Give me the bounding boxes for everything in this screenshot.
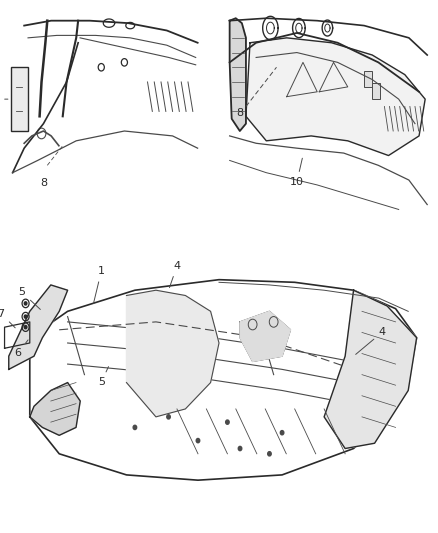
Polygon shape [240,311,290,361]
Polygon shape [30,383,80,435]
Text: 6: 6 [14,340,28,358]
Circle shape [280,431,284,435]
Polygon shape [246,38,425,156]
Bar [372,83,380,99]
Text: 1: 1 [93,266,105,303]
Circle shape [196,439,200,443]
Polygon shape [230,18,246,131]
Text: 9: 9 [0,94,8,104]
Polygon shape [127,290,219,417]
Text: 7: 7 [0,309,15,328]
Text: 10: 10 [290,158,304,187]
Bar [364,71,372,87]
Circle shape [133,425,137,430]
Bar [9,264,429,528]
Circle shape [268,451,271,456]
Circle shape [24,315,27,318]
Circle shape [24,302,27,305]
Polygon shape [9,285,67,369]
Circle shape [167,415,170,419]
Text: 4: 4 [356,327,386,354]
Text: 8: 8 [236,108,244,118]
Circle shape [226,420,229,424]
FancyBboxPatch shape [11,67,28,131]
Text: 8: 8 [40,177,47,188]
Bar [9,13,201,259]
Bar [226,13,429,259]
Text: 5: 5 [18,287,40,310]
Circle shape [238,446,242,451]
Circle shape [24,326,27,329]
Text: 4: 4 [170,261,180,288]
Polygon shape [324,290,417,449]
Text: 5: 5 [98,367,109,387]
